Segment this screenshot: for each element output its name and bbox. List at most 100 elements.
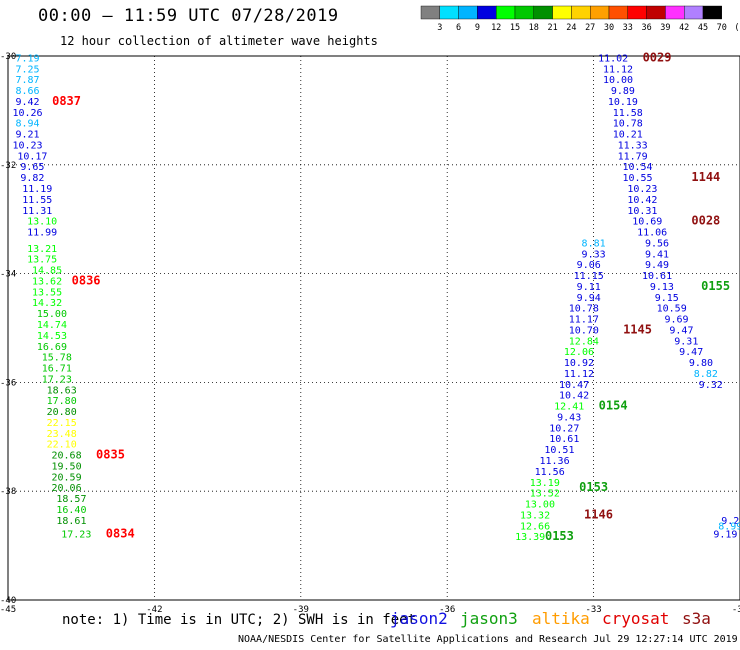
plot-frame bbox=[7, 55, 740, 601]
wave-height-point: 11.99 bbox=[27, 228, 57, 239]
colorbar-tick-label: 21 bbox=[547, 23, 557, 33]
wave-height-point: 10.31 bbox=[627, 206, 657, 217]
wave-height-point: 8.82 bbox=[694, 369, 718, 380]
wave-height-point: 9.56 bbox=[645, 238, 669, 249]
wave-height-point: 13.39 bbox=[515, 532, 545, 543]
wave-height-point: 10.26 bbox=[12, 108, 42, 119]
wave-height-point: 17.23 bbox=[61, 529, 91, 540]
wave-height-point: 20.80 bbox=[47, 407, 77, 418]
pass-time-label: 0834 bbox=[106, 526, 135, 540]
wave-height-point: 10.27 bbox=[549, 423, 579, 434]
wave-height-point: 10.42 bbox=[627, 195, 657, 206]
wave-height-point: 12.41 bbox=[554, 402, 584, 413]
wave-height-point: 10.23 bbox=[627, 184, 657, 195]
wave-height-point: 11.12 bbox=[564, 369, 594, 380]
wave-height-point: 10.47 bbox=[559, 380, 589, 391]
wave-height-point: 13.75 bbox=[27, 255, 57, 266]
wave-height-point: 14.32 bbox=[32, 298, 62, 309]
wave-height-point: 16.71 bbox=[42, 364, 72, 375]
x-tick-label: -39 bbox=[293, 605, 309, 615]
wave-height-point: 17.23 bbox=[42, 374, 72, 385]
wave-height-point: 17.80 bbox=[47, 396, 77, 407]
colorbar-swatch bbox=[458, 5, 478, 20]
wave-height-point: 14.74 bbox=[37, 320, 67, 331]
wave-height-point: 20.06 bbox=[52, 483, 82, 494]
wave-height-point: 9.82 bbox=[20, 173, 44, 184]
wave-height-point: 10.17 bbox=[17, 151, 47, 162]
colorbar-tick-label: 15 bbox=[510, 23, 520, 33]
colorbar-tick-label: (ft) bbox=[734, 23, 740, 33]
wave-height-point: 22.15 bbox=[47, 418, 77, 429]
colorbar-tick-label: 3 bbox=[437, 23, 442, 33]
wave-height-point: 15.00 bbox=[37, 309, 67, 320]
wave-height-point: 9.89 bbox=[611, 86, 635, 97]
wave-height-point: 11.19 bbox=[22, 184, 52, 195]
wave-height-point: 22.10 bbox=[47, 440, 77, 451]
colorbar-swatch bbox=[439, 5, 459, 20]
wave-height-point: 20.68 bbox=[52, 451, 82, 462]
wave-height-point: 8.99 bbox=[718, 521, 740, 532]
colorbar-tick-label: 6 bbox=[456, 23, 461, 33]
wave-height-point: 12.66 bbox=[520, 521, 550, 532]
wave-height-point: 9.06 bbox=[577, 260, 601, 271]
wave-height-point: 9.94 bbox=[577, 293, 601, 304]
wave-height-point: 9.31 bbox=[674, 336, 698, 347]
wave-height-point: 11.15 bbox=[574, 271, 604, 282]
x-tick-label: -45 bbox=[0, 605, 16, 615]
pass-time-label: 0153 bbox=[579, 480, 608, 494]
wave-height-point: 9.2 bbox=[721, 516, 739, 527]
colorbar-swatch bbox=[646, 5, 666, 20]
wave-height-point: 11.56 bbox=[535, 467, 565, 478]
wave-height-point: 7.25 bbox=[15, 64, 39, 75]
wave-height-point: 10.21 bbox=[613, 130, 643, 141]
wave-height-point: 10.51 bbox=[544, 445, 574, 456]
wave-height-point: 9.41 bbox=[645, 249, 669, 260]
wave-height-point: 18.57 bbox=[56, 494, 86, 505]
wave-height-point: 13.62 bbox=[32, 276, 62, 287]
chart-subtitle: 12 hour collection of altimeter wave hei… bbox=[60, 34, 378, 48]
wave-height-point: 10.00 bbox=[603, 75, 633, 86]
pass-time-label: 1145 bbox=[623, 322, 652, 336]
colorbar-swatch bbox=[665, 5, 685, 20]
wave-height-point: 8.94 bbox=[15, 119, 39, 130]
wave-height-point: 13.00 bbox=[525, 500, 555, 511]
wave-height-point: 13.55 bbox=[32, 287, 62, 298]
pass-time-label: 0154 bbox=[599, 399, 628, 413]
wave-height-point: 9.15 bbox=[655, 293, 679, 304]
wave-height-point: 10.42 bbox=[559, 391, 589, 402]
pass-time-label: 0153 bbox=[545, 529, 574, 543]
pass-time-label: 0837 bbox=[52, 94, 81, 108]
colorbar-swatch bbox=[552, 5, 572, 20]
colorbar-swatch bbox=[533, 5, 553, 20]
wave-height-point: 18.63 bbox=[47, 385, 77, 396]
colorbar-swatch bbox=[590, 5, 610, 20]
wave-height-point: 7.87 bbox=[15, 75, 39, 86]
wave-height-point: 13.52 bbox=[530, 489, 560, 500]
pass-time-label: 0028 bbox=[691, 214, 720, 228]
pass-time-label: 0836 bbox=[72, 273, 101, 287]
wave-height-point: 13.10 bbox=[27, 217, 57, 228]
wave-height-point: 10.78 bbox=[613, 119, 643, 130]
wave-height-point: 19.50 bbox=[52, 461, 82, 472]
wave-height-point: 20.59 bbox=[52, 472, 82, 483]
wave-height-point: 11.02 bbox=[598, 53, 628, 64]
pass-time-label: 1144 bbox=[691, 170, 720, 184]
wave-height-point: 18.61 bbox=[56, 516, 86, 527]
colorbar-swatch bbox=[477, 5, 497, 20]
wave-height-point: 9.47 bbox=[669, 325, 693, 336]
colorbar-tick-label: 27 bbox=[585, 23, 595, 33]
wave-height-point: 10.92 bbox=[564, 358, 594, 369]
wave-height-point: 13.19 bbox=[530, 478, 560, 489]
x-tick-label: -33 bbox=[585, 605, 601, 615]
colorbar-tick-label: 70 bbox=[717, 23, 727, 33]
pass-time-label: 0155 bbox=[701, 279, 730, 293]
wave-height-point: 10.19 bbox=[608, 97, 638, 108]
wave-height-point: 11.79 bbox=[618, 151, 648, 162]
wave-height-point: 9.11 bbox=[577, 282, 601, 293]
legend-entry-jason2: jason2 bbox=[390, 609, 448, 628]
wave-height-point: 11.12 bbox=[603, 64, 633, 75]
wave-height-point: 10.69 bbox=[632, 217, 662, 228]
wave-height-point: 9.69 bbox=[665, 315, 689, 326]
y-tick-label: -40 bbox=[0, 596, 16, 606]
